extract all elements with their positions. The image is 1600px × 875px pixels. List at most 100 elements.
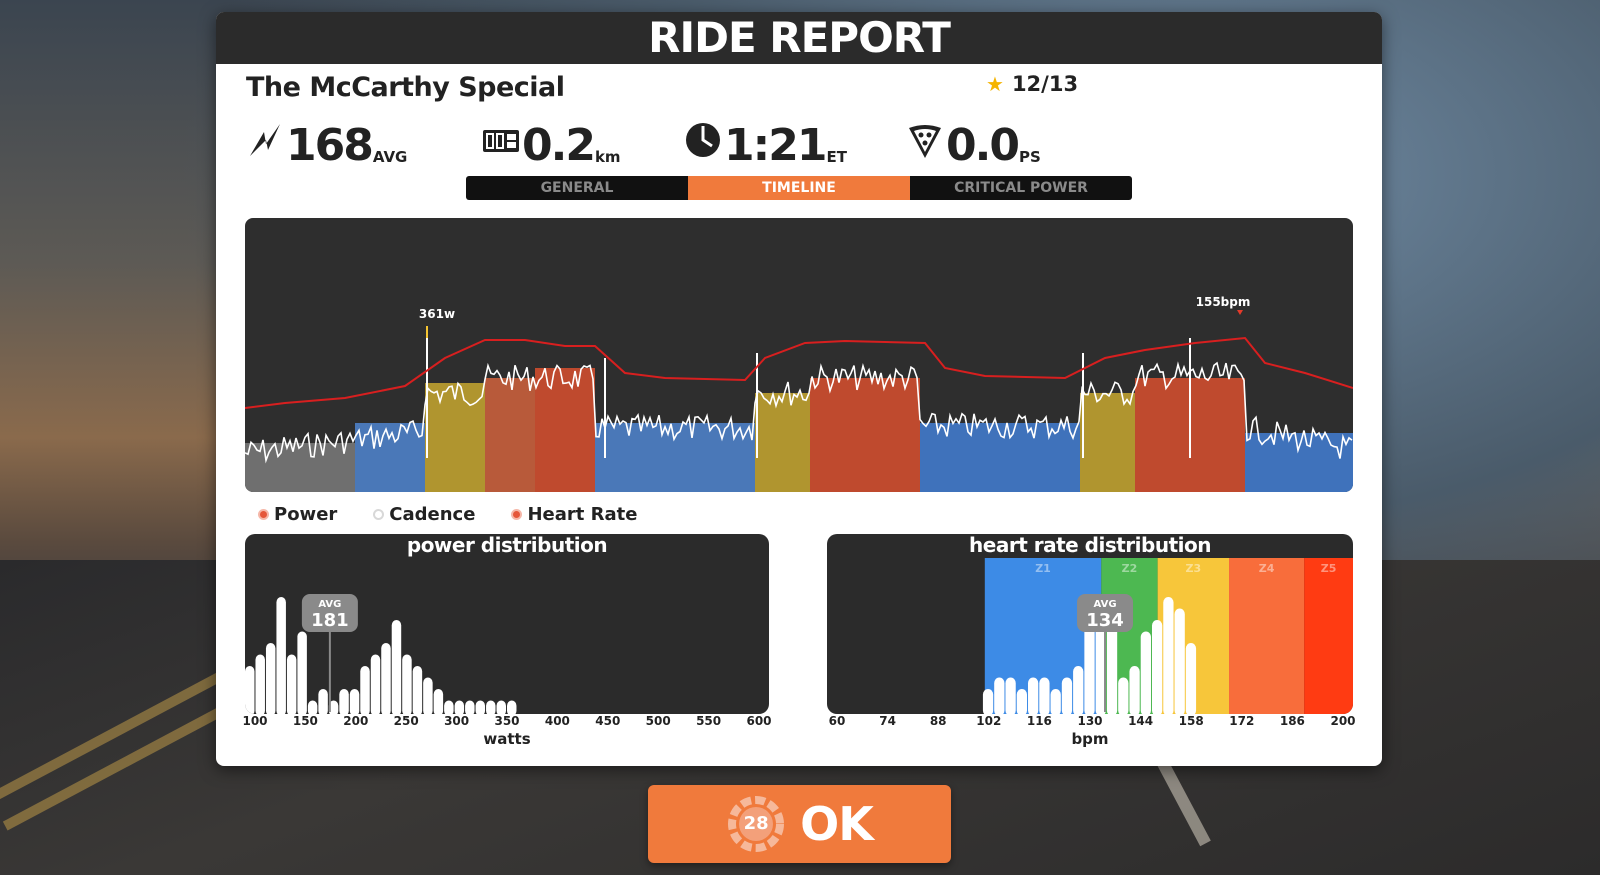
stat-value: 0.2 bbox=[522, 120, 596, 171]
tab-critical-power[interactable]: CRITICAL POWER bbox=[954, 180, 1088, 196]
heart-rate-line bbox=[245, 336, 1353, 409]
legend-label: Power bbox=[274, 504, 338, 525]
histogram-bar bbox=[360, 666, 370, 714]
stat-pizza-slices: 0.0 PS bbox=[906, 112, 1041, 168]
hr-x-axis: 60 74 88 102 116 130 144 158 172 186 200 bbox=[827, 714, 1356, 730]
peak-power-label: 361w bbox=[419, 307, 455, 321]
stat-value: 1:21 bbox=[724, 120, 827, 171]
histogram-bar bbox=[1050, 689, 1061, 714]
x-tick-label: 200 bbox=[343, 714, 369, 728]
histogram-bar bbox=[465, 700, 475, 714]
histogram-bar bbox=[265, 643, 276, 714]
hr-zone-band bbox=[1229, 558, 1305, 714]
histogram-bar bbox=[297, 631, 307, 714]
timeline-zone-band bbox=[485, 378, 535, 492]
ride-report-panel: RIDE REPORT The McCarthy Special ★ 12/13 … bbox=[216, 12, 1382, 766]
x-tick-label: 186 bbox=[1279, 714, 1305, 728]
histogram-bar bbox=[318, 689, 328, 714]
histogram-bar bbox=[423, 677, 433, 714]
histogram-bar bbox=[433, 689, 444, 714]
histogram-bar bbox=[454, 700, 465, 714]
timeline-zone-band bbox=[1080, 393, 1135, 492]
toggle-dot-icon bbox=[373, 509, 385, 520]
histogram-bar bbox=[276, 597, 286, 714]
stat-value: 168 bbox=[286, 120, 374, 171]
peak-hr-label: 155bpm bbox=[1196, 295, 1251, 309]
histogram-bar bbox=[1095, 608, 1106, 714]
legend-heart-rate-toggle[interactable]: Heart Rate bbox=[511, 504, 637, 525]
histogram-bar bbox=[349, 689, 360, 714]
stat-distance: 0.2 km bbox=[482, 112, 621, 168]
x-tick-label: 500 bbox=[645, 714, 671, 728]
x-tick-label: 250 bbox=[393, 714, 419, 728]
hr-zone-label: Z1 bbox=[1035, 562, 1051, 575]
ok-button[interactable]: 28 OK bbox=[648, 785, 951, 863]
hr-distribution-title: heart rate distribution bbox=[969, 533, 1211, 557]
ride-name: The McCarthy Special bbox=[246, 72, 565, 103]
histogram-bar bbox=[339, 689, 349, 714]
x-tick-label: 172 bbox=[1229, 714, 1255, 728]
histogram-bar bbox=[391, 620, 402, 714]
histogram-bar bbox=[1140, 631, 1151, 714]
avg-badge bbox=[301, 594, 358, 632]
hr-zone-label: Z5 bbox=[1321, 562, 1337, 575]
timeline-chart[interactable]: 361w 155bpm bbox=[245, 218, 1353, 492]
hr-zone-label: Z2 bbox=[1122, 562, 1138, 575]
histogram-bar bbox=[444, 700, 454, 714]
hr-zone-label: Z4 bbox=[1259, 562, 1275, 575]
timeline-zone-band bbox=[425, 383, 485, 492]
histogram-bar bbox=[1084, 620, 1095, 714]
histogram-bar bbox=[1163, 597, 1174, 714]
histogram-bar bbox=[1005, 677, 1016, 714]
stat-unit: PS bbox=[1018, 148, 1041, 166]
legend-cadence-toggle[interactable]: Cadence bbox=[373, 504, 475, 525]
histogram-bar bbox=[412, 666, 423, 714]
x-tick-label: 150 bbox=[292, 714, 318, 728]
rating-value: 12/13 bbox=[1011, 72, 1079, 96]
histogram-bar bbox=[1151, 620, 1163, 714]
stat-avg-power: 168 AVG bbox=[246, 112, 407, 168]
x-tick-label: 200 bbox=[1330, 714, 1356, 728]
countdown-timer: 28 bbox=[726, 794, 786, 854]
star-icon: ★ bbox=[986, 72, 1004, 96]
avg-badge bbox=[1077, 594, 1134, 632]
histogram-bar bbox=[255, 654, 265, 714]
toggle-dot-icon bbox=[258, 509, 269, 520]
timeline-svg: 361w 155bpm bbox=[245, 295, 1353, 492]
pizza-icon bbox=[909, 125, 941, 158]
tab-timeline[interactable]: TIMELINE bbox=[688, 176, 910, 200]
tab-general[interactable]: GENERAL bbox=[540, 180, 614, 196]
histogram-bar bbox=[1129, 666, 1140, 714]
x-tick-label: 158 bbox=[1178, 714, 1204, 728]
histogram-bar bbox=[370, 654, 381, 714]
avg-badge-label: AVG bbox=[1094, 599, 1117, 610]
countdown-ring-icon bbox=[728, 796, 785, 852]
x-tick-label: 130 bbox=[1077, 714, 1103, 728]
x-tick-label: 100 bbox=[242, 714, 268, 728]
avg-badge-value: 181 bbox=[311, 610, 349, 631]
hr-x-title: bpm bbox=[1071, 730, 1109, 748]
x-tick-label: 350 bbox=[494, 714, 520, 728]
histogram-bar bbox=[1039, 677, 1050, 714]
histogram-bar bbox=[402, 654, 412, 714]
power-trace-line bbox=[245, 361, 1353, 464]
peak-hr-marker bbox=[1237, 310, 1243, 315]
x-tick-label: 300 bbox=[444, 714, 470, 728]
ride-rating: ★ 12/13 bbox=[986, 72, 1078, 96]
histogram-bar bbox=[1174, 608, 1185, 714]
x-tick-label: 600 bbox=[746, 714, 772, 728]
legend-power-toggle[interactable]: Power bbox=[258, 504, 337, 525]
histogram-bar bbox=[1028, 677, 1039, 714]
x-tick-label: 550 bbox=[696, 714, 722, 728]
histogram-bar bbox=[286, 654, 297, 714]
hr-distribution-chart: Z1 Z2 Z3 Z4 Z5 AVG 134 bbox=[827, 534, 1353, 714]
stat-unit: km bbox=[594, 148, 621, 166]
x-tick-label: 116 bbox=[1026, 714, 1052, 728]
histogram-bar bbox=[307, 700, 318, 714]
timeline-zone-band bbox=[355, 423, 425, 492]
histogram-bar bbox=[994, 677, 1005, 714]
hr-zone-label: Z3 bbox=[1186, 562, 1202, 575]
x-tick-label: 450 bbox=[595, 714, 621, 728]
